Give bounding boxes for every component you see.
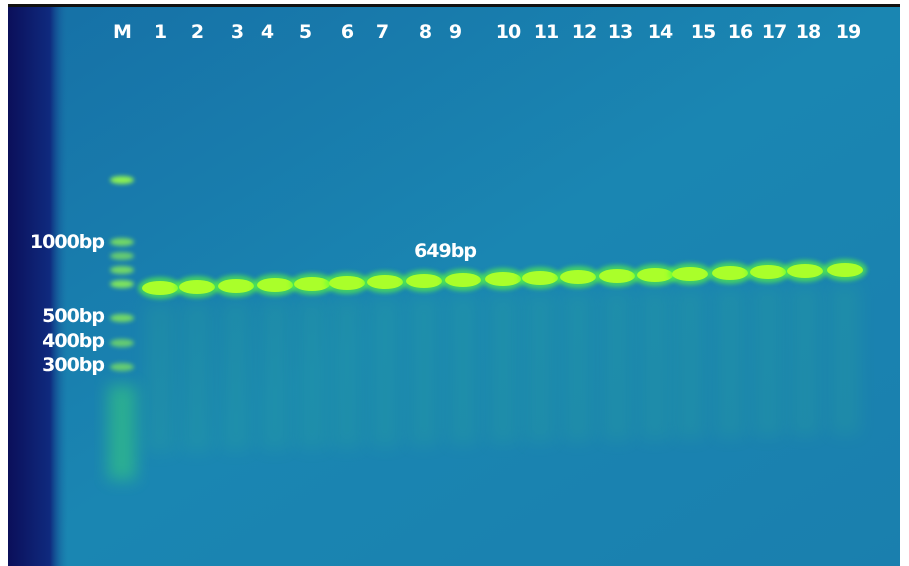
- ladder-smear: [108, 385, 136, 480]
- smear: [790, 286, 820, 436]
- marker-label: 500bp: [42, 305, 104, 327]
- lane-label: 4: [261, 21, 274, 43]
- lane-label: 13: [608, 21, 632, 43]
- band: [599, 269, 635, 283]
- smear: [297, 299, 327, 449]
- lane-label: 19: [836, 21, 860, 43]
- lane-label: 2: [191, 21, 203, 43]
- lane-label: 17: [762, 21, 786, 43]
- band-size-label: 649bp: [414, 240, 476, 262]
- lane-label: 6: [341, 21, 354, 43]
- lane-label: 8: [419, 21, 432, 43]
- marker-label: 300bp: [42, 354, 104, 376]
- gel-edge: [8, 6, 68, 566]
- smear: [525, 293, 555, 443]
- smear: [182, 302, 212, 452]
- smear: [488, 294, 518, 444]
- band: [827, 263, 863, 277]
- band: [445, 273, 481, 287]
- ladder-band: [110, 280, 134, 288]
- smear: [675, 289, 705, 439]
- smear: [409, 296, 439, 446]
- lane-label: 15: [691, 21, 715, 43]
- band: [218, 279, 254, 293]
- ladder-band: [110, 314, 134, 322]
- band: [257, 278, 293, 292]
- lane-label: 5: [299, 21, 311, 43]
- smear: [830, 285, 860, 435]
- page: 649bp M123456789101112131415161718191000…: [0, 0, 909, 566]
- lane-label: 10: [496, 21, 521, 43]
- lane-label: 12: [572, 21, 596, 43]
- band: [294, 277, 330, 291]
- ladder-band: [110, 252, 134, 260]
- smear: [753, 287, 783, 437]
- band: [712, 266, 748, 280]
- lane-label: 16: [728, 21, 753, 43]
- smear: [221, 301, 251, 451]
- lane-label: 18: [796, 21, 821, 43]
- lane-label: 1: [154, 21, 166, 43]
- marker-label: 400bp: [42, 330, 104, 352]
- smear: [332, 298, 362, 448]
- band: [406, 274, 442, 288]
- ladder-band: [110, 238, 134, 246]
- smear: [640, 290, 670, 440]
- lane-label: 7: [376, 21, 388, 43]
- ladder-band: [110, 339, 134, 347]
- lane-label: 11: [534, 21, 558, 43]
- lane-label: M: [113, 21, 131, 43]
- ladder-band: [110, 363, 134, 371]
- smear: [563, 292, 593, 442]
- band: [637, 268, 673, 282]
- band: [672, 267, 708, 281]
- band: [787, 264, 823, 278]
- smear: [715, 288, 745, 438]
- band: [485, 272, 521, 286]
- smear: [145, 303, 175, 453]
- band: [522, 271, 558, 285]
- band: [560, 270, 596, 284]
- smear: [370, 297, 400, 447]
- smear: [448, 295, 478, 445]
- lane-label: 14: [648, 21, 673, 43]
- lane-label: 9: [449, 21, 461, 43]
- ladder-band: [110, 266, 134, 274]
- marker-label: 1000bp: [30, 231, 104, 253]
- band: [750, 265, 786, 279]
- band: [179, 280, 215, 294]
- band: [142, 281, 178, 295]
- band: [367, 275, 403, 289]
- top-border: [8, 4, 900, 7]
- lane-label: 3: [231, 21, 243, 43]
- smear: [602, 291, 632, 441]
- gel-image: 649bp M123456789101112131415161718191000…: [0, 0, 909, 566]
- band: [329, 276, 365, 290]
- smear: [260, 300, 290, 450]
- ladder-band: [110, 176, 134, 184]
